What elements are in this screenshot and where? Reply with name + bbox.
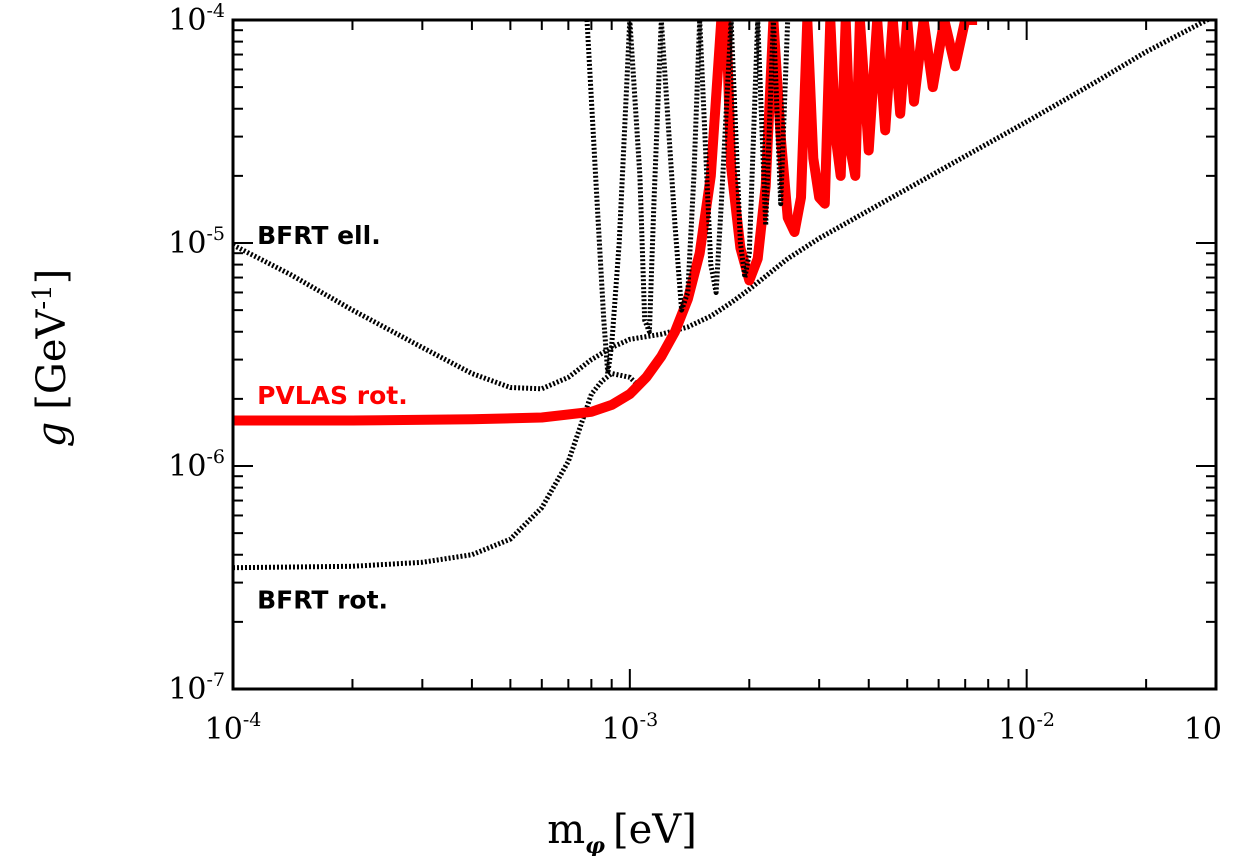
x-axis-symbol: m [547, 807, 585, 853]
series-line-bfrt-rot [233, 371, 640, 571]
series-line-bfrt-ell [233, 20, 1213, 392]
y-tick-label: 10-6 [168, 446, 225, 484]
y-axis-unit-exponent: -1 [28, 284, 58, 309]
y-axis-unit-close: ] [29, 269, 75, 285]
y-axis-unit: [GeV [29, 308, 75, 409]
y-axis-title: g [GeV-1] [28, 269, 75, 448]
x-axis-subscript: φ [585, 833, 605, 856]
annotations: BFRT ell. PVLAS rot. BFRT rot. [257, 221, 408, 614]
y-tick-label: 10-4 [168, 0, 225, 38]
annotation-pvlas-rot: PVLAS rot. [257, 381, 408, 410]
series-line-extra-3 [584, 20, 791, 376]
x-tick-label: 10 [1184, 712, 1222, 747]
plot-frame [231, 18, 1218, 691]
series-line-pvlas-rot [233, 20, 978, 426]
x-tick-label: 10-4 [205, 709, 262, 747]
y-tick-label: 10-7 [168, 669, 225, 707]
y-axis-symbol: g [29, 422, 75, 448]
tick-marks [232, 19, 1217, 690]
x-axis-unit: [eV] [613, 807, 697, 853]
x-tick-label: 10-3 [601, 709, 658, 747]
annotation-bfrt-rot: BFRT rot. [257, 585, 388, 614]
tick-labels: 10-4 10-3 10-2 10 10-7 10-6 10-5 10-4 [168, 0, 1222, 747]
x-axis-title: mφ [eV] [547, 807, 697, 856]
series-layer [233, 20, 1213, 571]
x-tick-label: 10-2 [998, 709, 1055, 747]
annotation-bfrt-ell: BFRT ell. [257, 221, 381, 250]
y-tick-label: 10-5 [168, 223, 225, 261]
